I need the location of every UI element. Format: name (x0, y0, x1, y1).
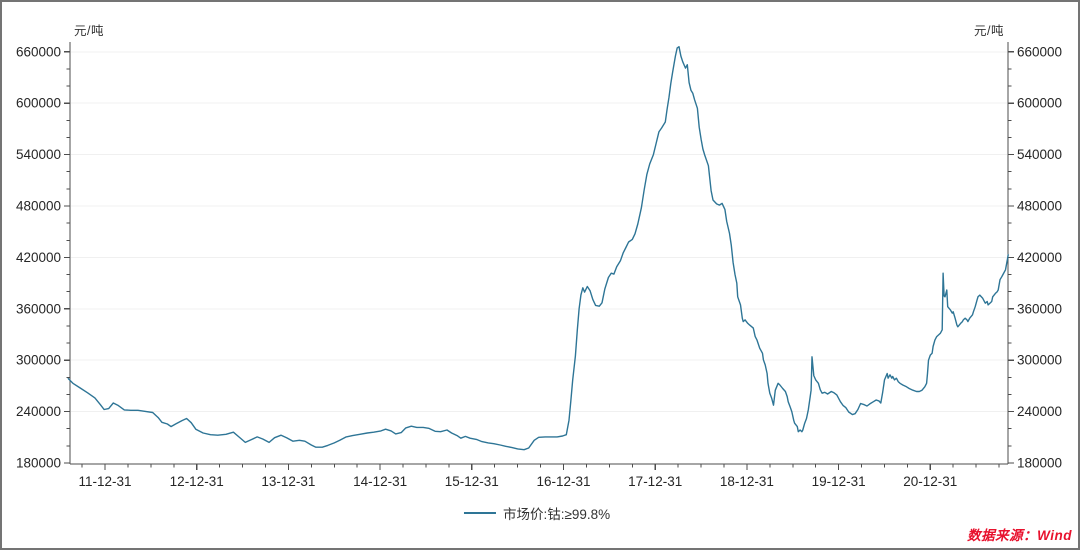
svg-text:300000: 300000 (1017, 353, 1062, 368)
svg-text:420000: 420000 (1017, 250, 1062, 265)
svg-text:15-12-31: 15-12-31 (445, 474, 499, 489)
y-axis-unit-left: 元/吨 (74, 24, 104, 38)
svg-text:13-12-31: 13-12-31 (261, 474, 315, 489)
legend-label: 市场价:钴:≥99.8% (502, 507, 611, 522)
svg-text:14-12-31: 14-12-31 (353, 474, 407, 489)
svg-text:11-12-31: 11-12-31 (78, 474, 131, 489)
svg-text:660000: 660000 (16, 44, 61, 59)
data-source-label: 数据来源：Wind (967, 528, 1072, 543)
svg-text:540000: 540000 (1017, 147, 1062, 162)
svg-text:480000: 480000 (16, 199, 61, 214)
svg-text:180000: 180000 (16, 456, 61, 471)
svg-text:360000: 360000 (1017, 301, 1062, 316)
svg-text:240000: 240000 (16, 404, 61, 419)
svg-text:19-12-31: 19-12-31 (812, 474, 866, 489)
svg-text:600000: 600000 (1017, 96, 1062, 111)
y-axis-unit-right: 元/吨 (974, 24, 1004, 38)
svg-text:240000: 240000 (1017, 404, 1062, 419)
svg-text:600000: 600000 (16, 96, 61, 111)
svg-text:18-12-31: 18-12-31 (720, 474, 774, 489)
svg-text:540000: 540000 (16, 147, 61, 162)
svg-text:16-12-31: 16-12-31 (536, 474, 590, 489)
svg-text:12-12-31: 12-12-31 (170, 474, 224, 489)
svg-text:17-12-31: 17-12-31 (628, 474, 682, 489)
legend: 市场价:钴:≥99.8% (463, 503, 611, 523)
legend-line-swatch (463, 512, 496, 514)
svg-text:20-12-31: 20-12-31 (903, 474, 957, 489)
svg-text:660000: 660000 (1017, 44, 1062, 59)
svg-text:480000: 480000 (1017, 199, 1062, 214)
svg-text:360000: 360000 (16, 301, 61, 316)
svg-text:300000: 300000 (16, 353, 61, 368)
svg-text:420000: 420000 (16, 250, 61, 265)
svg-text:180000: 180000 (1017, 456, 1062, 471)
